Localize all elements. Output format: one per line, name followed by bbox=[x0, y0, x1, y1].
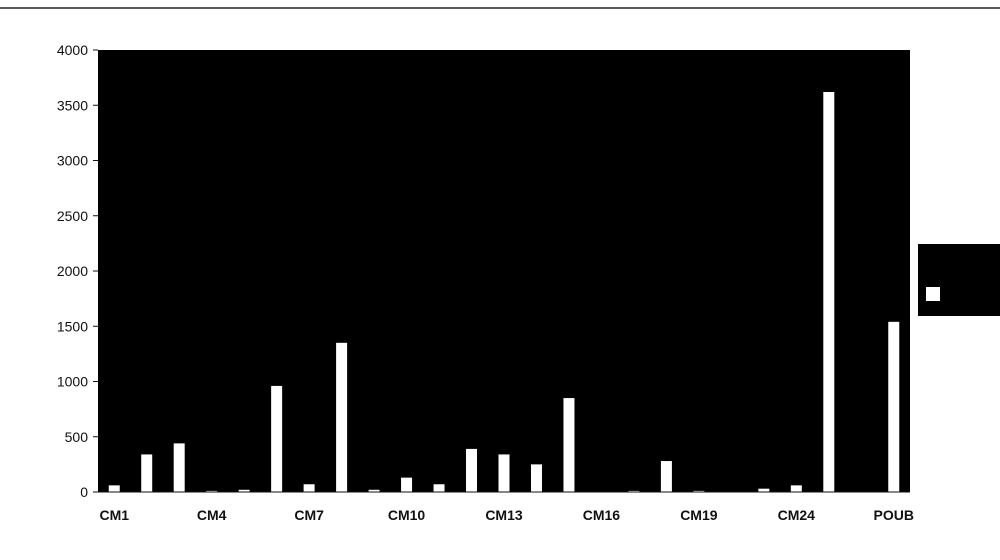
legend-box bbox=[918, 244, 1000, 316]
x-tick-label: CM16 bbox=[583, 507, 621, 523]
y-tick-label: 500 bbox=[65, 429, 89, 445]
bar-cm15 bbox=[563, 398, 575, 492]
x-tick-label: CM13 bbox=[485, 507, 523, 523]
bar-cm19 bbox=[693, 490, 705, 492]
bar-cm3 bbox=[173, 443, 185, 492]
bar-cm21 bbox=[758, 488, 770, 492]
bar-cm25 bbox=[823, 91, 835, 493]
bar-cm2 bbox=[141, 454, 153, 492]
bar-cm8 bbox=[336, 342, 348, 492]
x-tick-label: CM10 bbox=[388, 507, 426, 523]
x-tick-label: CM4 bbox=[197, 507, 227, 523]
bar-series bbox=[108, 91, 900, 493]
x-tick-label: CM24 bbox=[778, 507, 816, 523]
x-tick-label: POUB bbox=[874, 507, 914, 523]
y-tick-label: 1500 bbox=[57, 318, 88, 334]
y-tick-label: 3500 bbox=[57, 97, 88, 113]
bar-cm14 bbox=[530, 464, 542, 492]
x-tick-label: CM7 bbox=[294, 507, 324, 523]
x-tick-label: CM19 bbox=[680, 507, 718, 523]
y-tick-label: 4000 bbox=[57, 42, 88, 58]
legend bbox=[918, 244, 1000, 316]
bar-cm24 bbox=[790, 485, 802, 492]
y-tick-label: 0 bbox=[80, 484, 88, 500]
bar-cm13 bbox=[498, 454, 510, 492]
bar-cm6 bbox=[271, 385, 283, 492]
y-axis: 0 500 1000 1500 2000 2500 3000 3500 4000 bbox=[57, 42, 98, 500]
x-axis: CM1 CM4 CM7 CM10 CM13 CM16 CM19 CM24 POUB bbox=[98, 491, 914, 523]
bar-cm4 bbox=[206, 490, 218, 492]
legend-swatch-white bbox=[926, 287, 940, 301]
y-tick-label: 2000 bbox=[57, 263, 88, 279]
bar-cm7 bbox=[303, 484, 315, 492]
y-tick-label: 2500 bbox=[57, 208, 88, 224]
bar-cm5 bbox=[238, 489, 250, 492]
bar-cm17 bbox=[628, 490, 640, 492]
bar-cm11 bbox=[433, 484, 445, 492]
bar-cm9 bbox=[368, 489, 380, 492]
y-tick-label: 3000 bbox=[57, 153, 88, 169]
plot-area bbox=[98, 50, 910, 492]
x-tick-label: CM1 bbox=[99, 507, 129, 523]
bar-cm10 bbox=[401, 477, 413, 492]
y-tick-label: 1000 bbox=[57, 374, 88, 390]
bar-cm12 bbox=[466, 448, 478, 492]
bar-poub bbox=[888, 321, 900, 492]
bar-cm18 bbox=[660, 461, 672, 492]
bar-cm1 bbox=[108, 485, 120, 492]
